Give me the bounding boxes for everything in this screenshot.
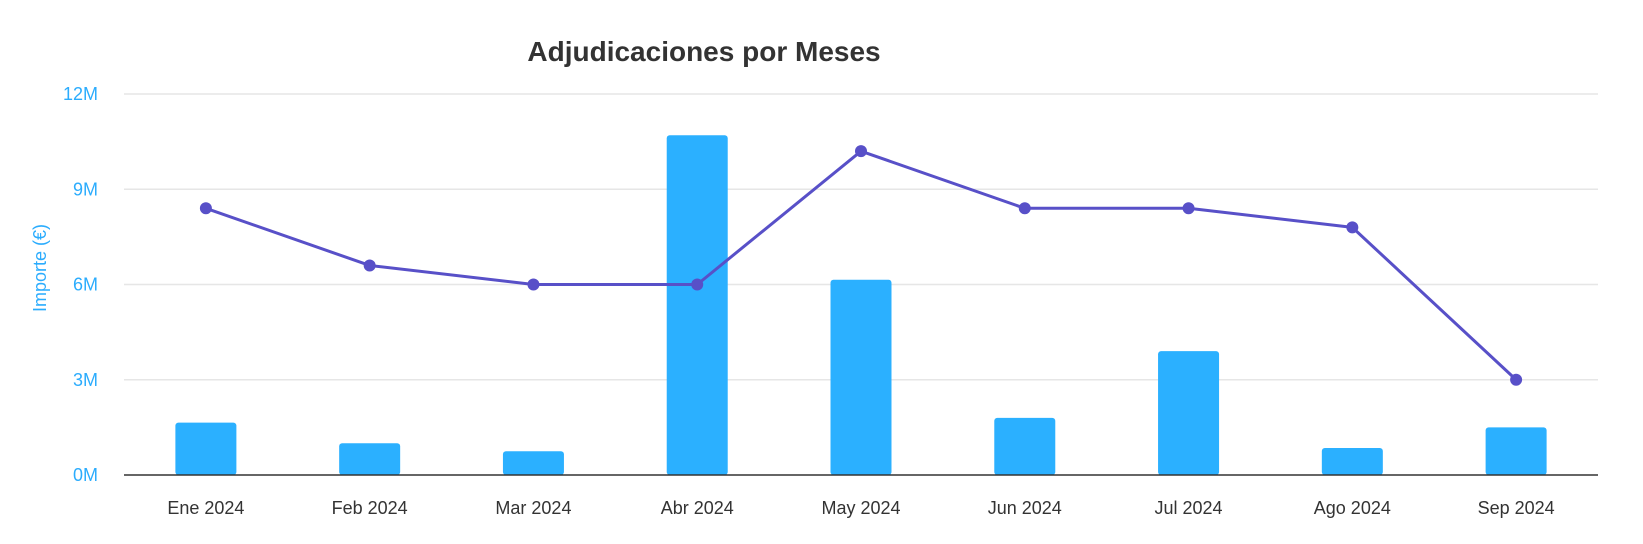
x-tick-label: Jun 2024 bbox=[988, 498, 1062, 518]
y-tick-label: 0M bbox=[73, 465, 98, 485]
x-tick-label: Ene 2024 bbox=[167, 498, 244, 518]
x-tick-label: Mar 2024 bbox=[495, 498, 571, 518]
x-tick-label: May 2024 bbox=[821, 498, 900, 518]
line-point bbox=[691, 278, 704, 291]
bar bbox=[502, 451, 564, 475]
bar bbox=[1158, 351, 1220, 475]
line-point bbox=[1346, 221, 1359, 234]
chart-title: Adjudicaciones por Meses bbox=[527, 36, 880, 67]
line-point bbox=[1510, 373, 1523, 386]
line-point bbox=[855, 145, 867, 158]
y-axis-label: Importe (€) bbox=[30, 224, 50, 312]
x-tick-label: Sep 2024 bbox=[1478, 498, 1555, 518]
bar-series bbox=[175, 135, 1547, 475]
bar bbox=[1485, 427, 1547, 475]
x-tick-label: Jul 2024 bbox=[1155, 498, 1223, 518]
x-tick-label: Feb 2024 bbox=[332, 498, 408, 518]
y-axis-ticks: 0M 3M 6M 9M 12M bbox=[63, 84, 98, 485]
x-tick-label: Abr 2024 bbox=[661, 498, 734, 518]
bar bbox=[339, 443, 401, 475]
y-tick-label: 12M bbox=[63, 84, 98, 104]
line-point bbox=[363, 259, 376, 272]
y-tick-label: 3M bbox=[73, 370, 98, 390]
x-axis-ticks: Ene 2024 Feb 2024 Mar 2024 Abr 2024 May 2024… bbox=[167, 498, 1554, 518]
line-series bbox=[199, 145, 1523, 386]
line-point bbox=[199, 202, 212, 215]
bar bbox=[830, 279, 892, 475]
line-point bbox=[1018, 202, 1031, 215]
bar bbox=[1321, 448, 1383, 475]
line-point bbox=[1182, 202, 1195, 215]
y-tick-label: 9M bbox=[73, 179, 98, 199]
x-tick-label: Ago 2024 bbox=[1314, 498, 1391, 518]
y-tick-label: 6M bbox=[73, 275, 98, 295]
bar bbox=[666, 135, 728, 475]
line-point bbox=[527, 278, 540, 291]
bar bbox=[994, 417, 1056, 475]
bar bbox=[175, 422, 237, 475]
